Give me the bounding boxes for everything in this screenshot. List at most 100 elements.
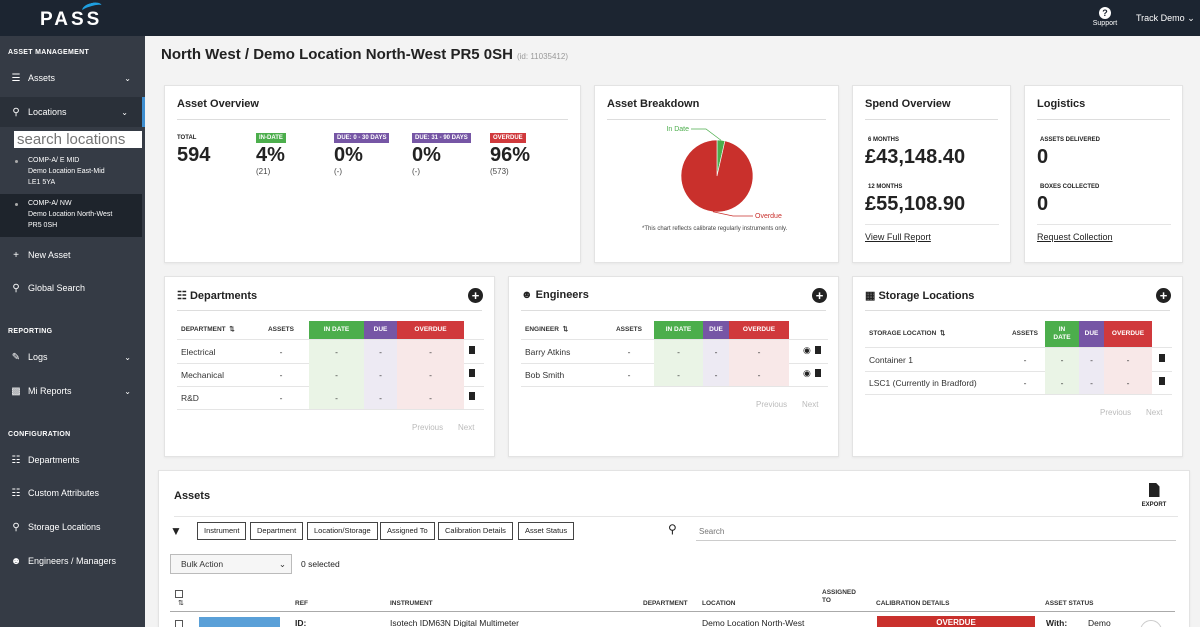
sidebar-item-label: Custom Attributes (28, 488, 100, 498)
sidebar-item-storage-locations[interactable]: ⚲ Storage Locations (0, 512, 145, 542)
col-header-assets[interactable]: ASSETS (1011, 330, 1038, 337)
asset-thumbnail[interactable] (199, 617, 280, 627)
select-all-checkbox[interactable] (175, 590, 183, 598)
export-button[interactable]: EXPORT (1139, 483, 1169, 508)
col-header-due[interactable]: DUE (703, 321, 729, 339)
col-header-overdue[interactable]: OVERDUE (729, 321, 789, 339)
document-icon[interactable] (815, 346, 821, 354)
filter-icon[interactable]: ▼ (170, 524, 182, 538)
add-engineer-button[interactable]: + (812, 288, 827, 303)
stat-label: 6 MONTHS (868, 137, 900, 143)
col-header-overdue[interactable]: OVERDUE (1104, 321, 1152, 347)
sort-icon: ⇅ (562, 326, 569, 333)
plus-icon: + (13, 249, 19, 261)
divider (170, 611, 1175, 612)
filter-asset-status[interactable]: Asset Status (518, 522, 575, 540)
eye-icon[interactable]: ◉ (803, 345, 811, 355)
filter-calibration-details[interactable]: Calibration Details (438, 522, 513, 540)
sidebar-item-label: Storage Locations (28, 522, 101, 532)
col-header-ref[interactable]: REF (295, 600, 308, 607)
previous-button[interactable]: Previous (1100, 408, 1132, 417)
col-header-assets[interactable]: ASSETS (267, 326, 294, 333)
document-icon[interactable] (1159, 354, 1165, 362)
document-icon[interactable] (469, 392, 475, 400)
previous-button[interactable]: Previous (412, 423, 444, 432)
previous-button[interactable]: Previous (756, 400, 788, 409)
filter-instrument[interactable]: Instrument (197, 522, 247, 540)
asset-instrument[interactable]: Isotech IDM63N Digital Multimeter (390, 618, 519, 627)
next-button[interactable]: Next (458, 423, 475, 432)
col-header-location[interactable]: LOCATION (702, 600, 736, 607)
col-header-in-date[interactable]: IN DATE (654, 321, 703, 339)
document-icon[interactable] (469, 346, 475, 354)
divider (1037, 119, 1170, 120)
sidebar-item-custom-attributes[interactable]: ☷ Custom Attributes (0, 478, 145, 508)
next-button[interactable]: Next (1146, 408, 1163, 417)
col-header-overdue[interactable]: OVERDUE (397, 321, 464, 339)
account-menu[interactable]: Track Demo ⌄ (1136, 13, 1195, 24)
divider (865, 394, 1172, 395)
row-checkbox[interactable] (175, 620, 183, 627)
row-name[interactable]: LSC1 (Currently in Bradford) (869, 377, 977, 388)
pie-slice-overdue[interactable] (680, 139, 754, 213)
col-header-asset-status[interactable]: ASSET STATUS (1045, 600, 1094, 607)
row-name[interactable]: R&D (181, 392, 199, 403)
stat-label: DUE: 31 - 90 DAYS (412, 133, 471, 143)
spend-12-months: 12 MONTHS £55,108.90 (865, 179, 965, 216)
sidebar-item-departments[interactable]: ☷ Departments (0, 445, 145, 475)
sidebar-item-locations[interactable]: ⚲ Locations ⌄ (0, 97, 145, 127)
page-title-text: North West / Demo Location North-West PR… (161, 46, 513, 63)
col-header-assigned-to[interactable]: ASSIGNED TO (822, 589, 856, 604)
col-header-department[interactable]: DEPARTMENT ⇅ (181, 321, 261, 339)
col-header-in-date[interactable]: IN DATE (1045, 321, 1079, 347)
sidebar-item-assets[interactable]: ☰ Assets ⌄ (0, 63, 145, 93)
request-collection-link[interactable]: Request Collection (1037, 232, 1113, 242)
pie-label: Overdue (755, 213, 782, 220)
asset-search-input[interactable] (696, 522, 1176, 541)
filter-department[interactable]: Department (250, 522, 304, 540)
add-storage-location-button[interactable]: + (1156, 288, 1171, 303)
row-name[interactable]: Container 1 (869, 354, 913, 365)
col-header-department[interactable]: DEPARTMENT (643, 600, 688, 607)
app-logo[interactable]: PASS (40, 9, 103, 30)
col-header-calibration-details[interactable]: CALIBRATION DETAILS (876, 600, 950, 607)
col-header-storage-location[interactable]: STORAGE LOCATION ⇅ (869, 321, 964, 347)
location-item-selected[interactable]: COMP-A/ NW Demo Location North-West PR5 … (0, 194, 142, 237)
asset-status-value: Demo (1088, 618, 1111, 627)
col-header-in-date[interactable]: IN DATE (309, 321, 364, 339)
sidebar-item-label: Locations (28, 107, 67, 117)
location-postcode: PR5 0SH (28, 222, 58, 229)
sort-icon[interactable]: ⇅ (178, 600, 184, 607)
location-search-input[interactable] (14, 131, 142, 148)
row-assets: - (279, 346, 283, 357)
col-header-engineer[interactable]: ENGINEER ⇅ (525, 321, 605, 339)
sidebar-item-global-search[interactable]: ⚲ Global Search (0, 273, 145, 303)
bulk-action-select[interactable]: Bulk Action ⌄ (170, 554, 292, 574)
assets-card: Assets EXPORT (158, 470, 1190, 627)
filter-assigned-to[interactable]: Assigned To (380, 522, 435, 540)
row-name[interactable]: Bob Smith (525, 369, 565, 380)
document-icon[interactable] (1159, 377, 1165, 385)
asset-overview-card: Asset Overview TOTAL 594 IN-DATE 4% (21)… (164, 85, 581, 263)
sidebar-item-engineers[interactable]: ☻ Engineers / Managers (0, 546, 145, 576)
eye-icon[interactable]: ◉ (803, 368, 811, 378)
add-department-button[interactable]: + (468, 288, 483, 303)
document-icon[interactable] (815, 369, 821, 377)
row-overdue: - (397, 386, 464, 409)
filter-location-storage[interactable]: Location/Storage (307, 522, 378, 540)
col-header-due[interactable]: DUE (1079, 321, 1104, 347)
document-icon[interactable] (469, 369, 475, 377)
row-name[interactable]: Electrical (181, 346, 216, 357)
col-header-assets[interactable]: ASSETS (615, 326, 642, 333)
location-item[interactable]: COMP-A/ E MID Demo Location East-Mid LE1… (0, 151, 142, 191)
support-button[interactable]: ? Support (1090, 7, 1120, 27)
col-header-instrument[interactable]: INSTRUMENT (390, 600, 433, 607)
sidebar-item-logs[interactable]: ✎ Logs ⌄ (0, 342, 145, 372)
sidebar-item-mi-reports[interactable]: ▩ Mi Reports ⌄ (0, 376, 145, 406)
row-name[interactable]: Barry Atkins (525, 346, 571, 357)
row-name[interactable]: Mechanical (181, 369, 224, 380)
view-full-report-link[interactable]: View Full Report (865, 232, 931, 242)
sidebar-item-new-asset[interactable]: + New Asset (0, 240, 145, 270)
next-button[interactable]: Next (802, 400, 819, 409)
col-header-due[interactable]: DUE (364, 321, 397, 339)
